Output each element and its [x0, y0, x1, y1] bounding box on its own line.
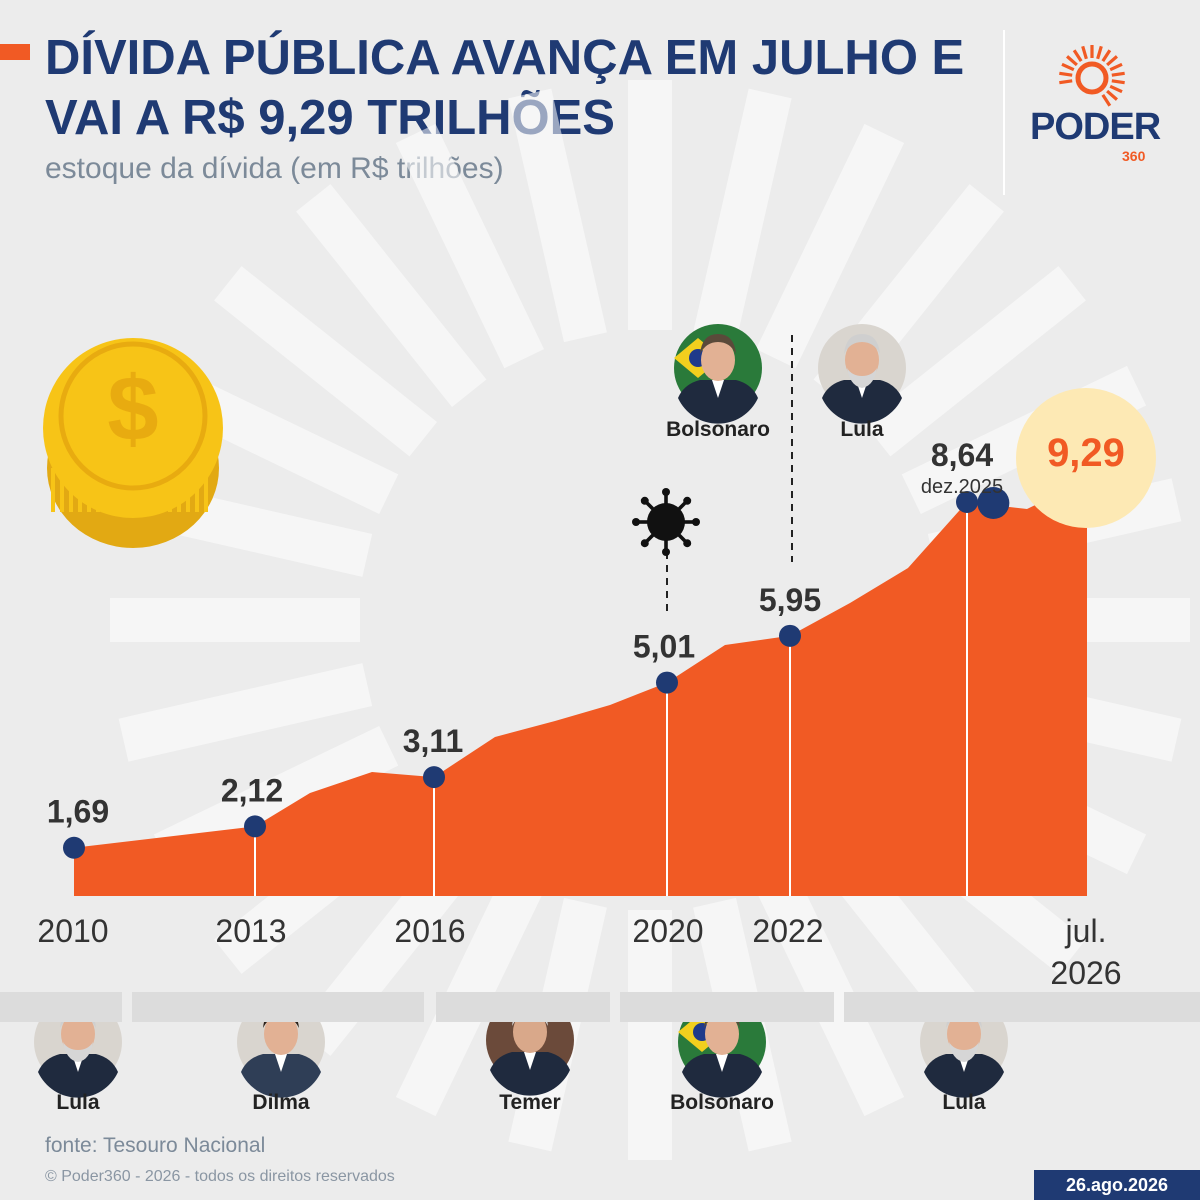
- value-label: 5,01: [633, 629, 695, 665]
- dashed-markers: [666, 335, 793, 612]
- virus-spike: [664, 538, 668, 552]
- president-avatar: [674, 324, 762, 424]
- logo-ray: [1059, 71, 1073, 77]
- value-label: 8,64: [931, 437, 993, 473]
- logo-ray: [1109, 62, 1123, 72]
- date-badge: 26.ago.2026: [1034, 1170, 1200, 1200]
- value-label: 3,11: [403, 723, 464, 759]
- virus-body: [647, 503, 685, 541]
- term-segment: [0, 992, 122, 1022]
- virus-spike-tip: [662, 488, 670, 496]
- dollar-coin-icon: $: [43, 338, 223, 548]
- logo-ray: [1109, 84, 1123, 94]
- president-name: Dilma: [252, 1091, 310, 1114]
- year-guide-lines: [254, 502, 968, 896]
- president-name: Lula: [942, 1091, 985, 1114]
- president-name: Lula: [56, 1091, 99, 1114]
- accent-bar: [0, 44, 30, 60]
- svg-text:$: $: [107, 358, 158, 460]
- virus-spike-tip: [640, 539, 649, 548]
- coin-ridge: [204, 468, 208, 512]
- logo-ray: [1106, 55, 1118, 67]
- logo-ray: [1072, 49, 1083, 63]
- data-point: [656, 671, 678, 694]
- virus-spike-tip: [640, 496, 649, 505]
- logo-ray: [1106, 89, 1118, 101]
- logo-ray: [1111, 79, 1125, 85]
- x-tick-label: jul. 2026: [1050, 913, 1121, 991]
- virus-spike: [664, 492, 668, 506]
- debt-area: [74, 480, 1087, 896]
- virus-spike-tip: [662, 548, 670, 556]
- data-point: [977, 487, 1010, 519]
- coin-ridge: [51, 468, 55, 512]
- logo-ray: [1101, 93, 1112, 107]
- value-labels: 1,69 2,12 3,11 5,01 5,95 8,64 dez.2025 9,29: [47, 388, 1156, 830]
- logo-word: PODER: [1030, 106, 1161, 148]
- virus-spike-tip: [632, 518, 640, 526]
- virus-spike-tip: [683, 496, 692, 505]
- term-segment: [620, 992, 834, 1022]
- value-label-latest: 9,29: [1047, 431, 1125, 475]
- sunburst-ray: [693, 88, 792, 343]
- logo-ray: [1061, 62, 1075, 72]
- source-note: fonte: Tesouro Nacional: [45, 1134, 266, 1157]
- x-tick-label: 2020: [632, 913, 703, 949]
- header-divider: [1003, 30, 1005, 195]
- sunburst-ray: [395, 123, 544, 369]
- value-sublabel: dez.2025: [921, 476, 1003, 498]
- x-tick-label: 2016: [394, 913, 465, 949]
- x-tick-label: 2013: [215, 913, 286, 949]
- logo-ray: [1059, 79, 1073, 85]
- president-name: Lula: [840, 418, 883, 441]
- coin-ridge: [60, 468, 64, 512]
- sunburst-ray: [296, 184, 487, 407]
- top-president-avatars: Bolsonaro Lula: [666, 324, 906, 441]
- president-name: Temer: [499, 1091, 560, 1114]
- data-point: [423, 766, 445, 789]
- virus-spike-tip: [683, 539, 692, 548]
- logo-ray: [1096, 45, 1103, 60]
- sunburst-ray: [110, 598, 360, 642]
- data-point: [244, 815, 266, 838]
- sunburst-ray: [628, 80, 672, 330]
- data-point: [779, 624, 801, 647]
- logo-ray: [1101, 49, 1112, 63]
- logo-ray: [1090, 45, 1094, 58]
- x-tick-label: 2010: [37, 913, 108, 949]
- sunburst-ray: [756, 123, 905, 369]
- virus-icon: [632, 488, 700, 556]
- data-point: [63, 836, 85, 859]
- x-tick-label: 2022: [752, 913, 823, 949]
- value-label: 2,12: [221, 772, 283, 808]
- latest-value-highlight: [1016, 388, 1156, 528]
- copyright-note: © Poder360 - 2026 - todos os direitos re…: [45, 1168, 395, 1185]
- logo-number: 360: [1122, 148, 1146, 164]
- data-points: [63, 487, 1010, 859]
- presidency-timeline-band: [0, 992, 1200, 1022]
- poder360-sun-icon: [1059, 45, 1125, 107]
- value-label: 5,95: [759, 582, 821, 618]
- sunburst-ray: [628, 910, 672, 1160]
- sunburst-ray: [508, 88, 607, 343]
- term-segment: [132, 992, 424, 1022]
- value-label: 1,69: [47, 794, 109, 830]
- term-segment: [436, 992, 610, 1022]
- logo-ray: [1081, 45, 1088, 60]
- sunburst-ray: [214, 266, 437, 457]
- poder360-logo: PODER 360: [1030, 44, 1170, 164]
- x-axis-labels: 2010 2013 2016 2020 2022 jul. 2026: [37, 913, 1121, 991]
- data-point: [956, 491, 978, 513]
- president-name: Bolsonaro: [666, 418, 770, 441]
- president-name: Bolsonaro: [670, 1091, 774, 1114]
- sunburst-ray: [118, 663, 373, 762]
- president-avatar: [818, 324, 906, 424]
- logo-ray: [1111, 71, 1125, 77]
- page-title: DÍVIDA PÚBLICA AVANÇA EM JULHO E VAI A R…: [45, 31, 965, 145]
- sunburst-ray: [863, 266, 1086, 457]
- logo-ray: [1066, 55, 1078, 67]
- term-segment: [844, 992, 1200, 1022]
- virus-spike-tip: [692, 518, 700, 526]
